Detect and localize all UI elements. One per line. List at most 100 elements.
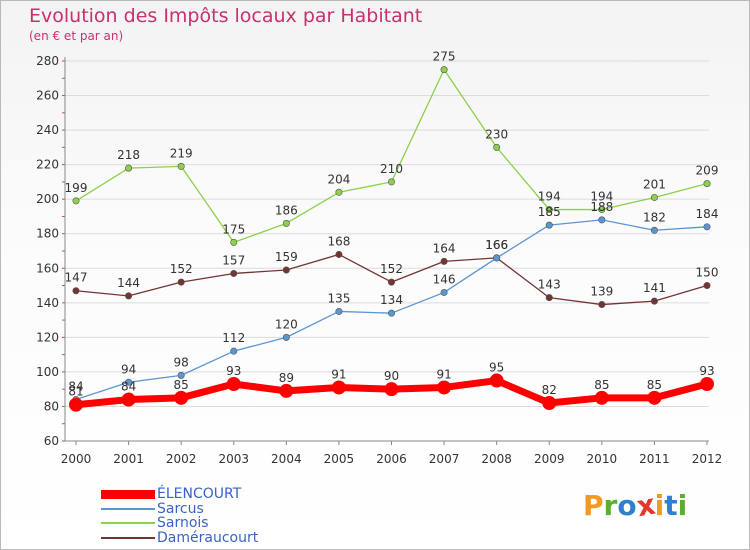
data-point [177, 278, 185, 286]
data-label: 199 [65, 181, 88, 195]
data-point [387, 309, 395, 317]
x-tick-label: 2000 [61, 452, 92, 466]
legend-swatch [101, 507, 155, 510]
x-tick-label: 2001 [113, 452, 144, 466]
y-tick-label: 200 [36, 192, 59, 206]
y-tick-label: 100 [36, 365, 59, 379]
data-point [230, 238, 238, 246]
x-tick-label: 2003 [218, 452, 249, 466]
y-tick-label: 120 [36, 330, 59, 344]
data-label: 135 [327, 291, 350, 305]
data-label: 166 [485, 238, 508, 252]
data-point [545, 294, 553, 302]
data-point [440, 257, 448, 265]
data-point [703, 180, 711, 188]
data-label: 157 [222, 253, 245, 267]
chart-subtitle: (en € et par an) [29, 29, 124, 43]
data-point [282, 219, 290, 227]
data-label: 194 [590, 190, 613, 204]
data-point [282, 266, 290, 274]
x-tick-label: 2010 [587, 452, 618, 466]
x-tick-label: 2005 [324, 452, 355, 466]
x-tick-label: 2004 [271, 452, 302, 466]
data-point [387, 278, 395, 286]
data-label: 159 [275, 250, 298, 264]
data-point [489, 373, 504, 388]
data-label: 219 [170, 146, 193, 160]
data-point [384, 382, 399, 397]
data-point [493, 143, 501, 151]
data-point [545, 221, 553, 229]
data-point [703, 282, 711, 290]
data-point [69, 397, 83, 412]
data-point [331, 380, 346, 395]
data-label: 144 [117, 276, 140, 290]
data-point [437, 380, 452, 395]
data-label: 186 [275, 203, 298, 217]
data-label: 85 [594, 378, 609, 392]
data-label: 204 [327, 172, 350, 186]
data-point [177, 162, 185, 170]
data-label: 188 [590, 200, 613, 214]
data-label: 139 [590, 285, 613, 299]
data-label: 194 [538, 190, 561, 204]
data-point [440, 288, 448, 296]
data-point [125, 292, 133, 300]
data-point [650, 226, 658, 234]
data-point [230, 269, 238, 277]
data-label: 210 [380, 162, 403, 176]
data-label: 143 [538, 278, 561, 292]
y-tick-label: 240 [36, 123, 59, 137]
data-point [335, 250, 343, 258]
data-label: 150 [696, 266, 719, 280]
data-label: 166 [485, 238, 508, 252]
data-point [279, 383, 294, 398]
data-point [174, 390, 189, 405]
data-point [598, 216, 606, 224]
data-point [598, 206, 606, 214]
data-label: 95 [489, 361, 504, 375]
legend-label: Sarnois [157, 515, 209, 531]
data-label: 93 [226, 364, 241, 378]
proxiti-logo: Proxiti [583, 487, 688, 524]
data-label: 168 [327, 234, 350, 248]
data-label: 152 [380, 262, 403, 276]
data-label: 84 [68, 380, 83, 394]
data-label: 146 [433, 272, 456, 286]
y-tick-label: 160 [36, 261, 59, 275]
data-label: 275 [433, 50, 456, 64]
data-label: 89 [279, 371, 294, 385]
data-point [594, 390, 609, 405]
data-label: 91 [331, 367, 346, 381]
data-point [72, 197, 80, 205]
y-tick-label: 260 [36, 89, 59, 103]
data-label: 201 [643, 177, 666, 191]
data-point [230, 347, 238, 355]
data-label: 218 [117, 148, 140, 162]
data-point [703, 223, 711, 231]
data-point [121, 392, 136, 407]
data-label: 134 [380, 293, 403, 307]
data-label: 175 [222, 222, 245, 236]
y-tick-label: 140 [36, 296, 59, 310]
data-point [650, 193, 658, 201]
data-point [387, 178, 395, 186]
data-label: 94 [121, 362, 136, 376]
y-tick-label: 220 [36, 158, 59, 172]
data-point [542, 396, 557, 410]
legend-label: Daméraucourt [157, 529, 259, 546]
data-label: 184 [696, 207, 719, 221]
data-label: 91 [436, 367, 451, 381]
data-point [440, 66, 448, 74]
x-tick-label: 2008 [481, 452, 512, 466]
legend-swatch [101, 536, 155, 539]
data-point [125, 378, 133, 386]
data-point [700, 377, 714, 391]
data-point [72, 287, 80, 295]
data-label: 84 [121, 380, 136, 394]
data-label: 141 [643, 281, 666, 295]
data-label: 82 [542, 383, 557, 397]
data-point [598, 301, 606, 309]
